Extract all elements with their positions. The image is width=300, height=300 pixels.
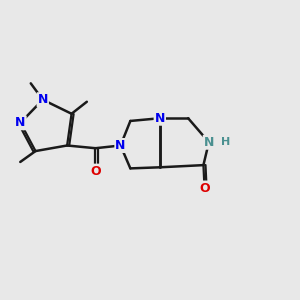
Text: N: N: [154, 112, 165, 125]
Text: N: N: [15, 116, 26, 129]
Text: O: O: [199, 182, 210, 194]
Text: N: N: [38, 93, 48, 106]
Text: H: H: [221, 137, 230, 147]
Text: N: N: [204, 136, 214, 149]
Text: N: N: [116, 139, 126, 152]
Text: O: O: [90, 165, 101, 178]
